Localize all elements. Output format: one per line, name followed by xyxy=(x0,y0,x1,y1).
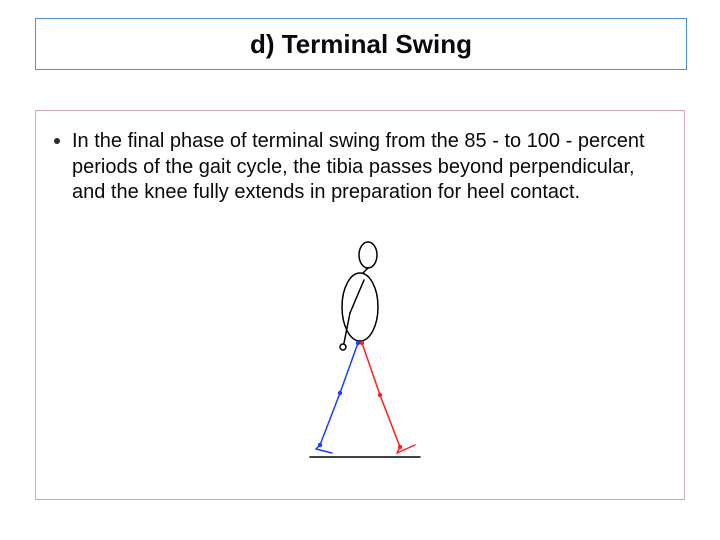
bullet-dot-icon xyxy=(54,138,60,144)
title-box: d) Terminal Swing xyxy=(35,18,687,70)
page-title: d) Terminal Swing xyxy=(250,29,472,60)
stick-figure-icon xyxy=(260,235,460,485)
bullet-text: In the final phase of terminal swing fro… xyxy=(72,129,660,206)
bullet-item: In the final phase of terminal swing fro… xyxy=(54,129,660,206)
gait-figure xyxy=(260,235,460,485)
